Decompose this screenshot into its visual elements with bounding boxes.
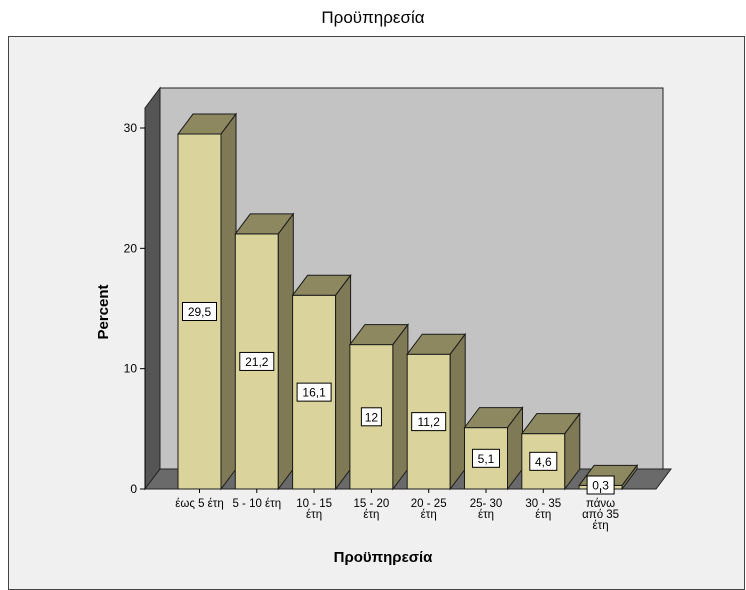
bar-side <box>392 323 409 491</box>
y-tick-label: 30 <box>124 121 138 135</box>
data-label-box <box>472 448 500 468</box>
bar: 0,3 <box>578 463 639 495</box>
data-label-box <box>586 475 615 495</box>
data-label: 16,1 <box>302 386 326 400</box>
x-tick-label-line: 25- 30 <box>470 498 503 510</box>
data-label-box <box>182 302 217 322</box>
bar: 12 <box>348 323 409 493</box>
data-label-box <box>529 451 558 471</box>
bar: 11,2 <box>406 332 467 493</box>
x-tick-label-line: έτη <box>363 509 379 521</box>
x-tick-label: 30 - 35 έτη <box>525 498 561 521</box>
bars: 29,5 21,2 16,1 12 11,2 5,1 4,6 0,3 <box>176 112 639 495</box>
y-tick-label: 0 <box>130 482 137 496</box>
data-label: 21,2 <box>245 355 269 369</box>
x-axis-title: Προϋπηρεσία <box>334 549 433 566</box>
side-wall <box>144 86 161 491</box>
data-label: 4,6 <box>535 455 552 469</box>
data-label: 0,3 <box>592 479 609 493</box>
x-tick-label-line: έτη <box>535 509 551 521</box>
x-tick-label-line: από 35 <box>582 509 619 521</box>
bar-side <box>335 273 352 491</box>
data-label: 12 <box>365 410 379 424</box>
x-tick-label: 25- 30 έτη <box>470 498 503 521</box>
bar: 21,2 <box>234 212 295 493</box>
x-tick-label-line: έτη <box>306 509 322 521</box>
bar-side <box>277 212 294 491</box>
x-tick-label-line: 10 - 15 <box>296 498 332 510</box>
bar: 5,1 <box>463 406 524 493</box>
x-tick-label-line: έτη <box>421 509 437 521</box>
y-tick-label: 10 <box>124 362 138 376</box>
data-label-box <box>411 412 447 432</box>
y-axis: 0 10 20 30 <box>124 121 146 496</box>
y-tick-label: 20 <box>124 241 138 255</box>
x-tick-label-line: έτη <box>593 520 609 532</box>
chart-title: Προϋπηρεσία <box>321 8 425 27</box>
x-tick-label: 15 - 20 έτη <box>353 498 389 521</box>
x-tick-label: 5 - 10 έτη <box>232 498 281 510</box>
x-tick-label-line: έτη <box>478 509 494 521</box>
x-tick-label: 20 - 25 έτη <box>411 498 447 521</box>
x-tick-label: έως 5 έτη <box>175 498 224 510</box>
x-tick-label: 10 - 15 έτη <box>296 498 332 521</box>
bar-side <box>449 332 466 491</box>
bar-side <box>621 463 638 491</box>
bar-side <box>564 412 581 491</box>
data-label-box <box>239 351 275 371</box>
x-tick-label-line: 5 - 10 έτη <box>232 498 281 510</box>
bar: 16,1 <box>291 273 352 493</box>
x-tick-label-line: 20 - 25 <box>411 498 447 510</box>
bar: 4,6 <box>520 412 581 493</box>
bar-side <box>220 112 237 491</box>
data-label: 11,2 <box>417 415 440 429</box>
x-tick-label-line: πάνω <box>586 498 615 510</box>
x-tick-label-line: έως 5 έτη <box>175 498 224 510</box>
data-label-box <box>296 382 332 402</box>
x-tick-label-line: 30 - 35 <box>525 498 561 510</box>
data-label-box <box>360 407 382 427</box>
data-label: 29,5 <box>188 305 212 319</box>
x-tick-label: πάνω από 35 έτη <box>582 498 619 532</box>
x-tick-label-line: 15 - 20 <box>353 498 389 510</box>
data-label: 5,1 <box>478 452 495 466</box>
bar: 29,5 <box>176 112 238 493</box>
y-axis-title: Percent <box>95 284 112 339</box>
